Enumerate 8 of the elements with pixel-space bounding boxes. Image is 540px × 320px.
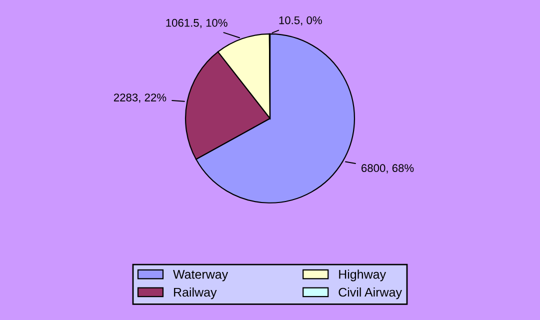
legend-label: Waterway [173,270,228,282]
legend-label: Highway [339,270,386,282]
data-label: 6800, 68% [362,164,414,174]
data-label: 10.5, 0% [279,16,322,26]
data-label: 1061.5, 10% [166,18,228,28]
legend-label: Civil Airway [338,288,402,300]
legend-label: Railway [174,288,217,300]
data-label: 2283, 22% [114,94,166,103]
